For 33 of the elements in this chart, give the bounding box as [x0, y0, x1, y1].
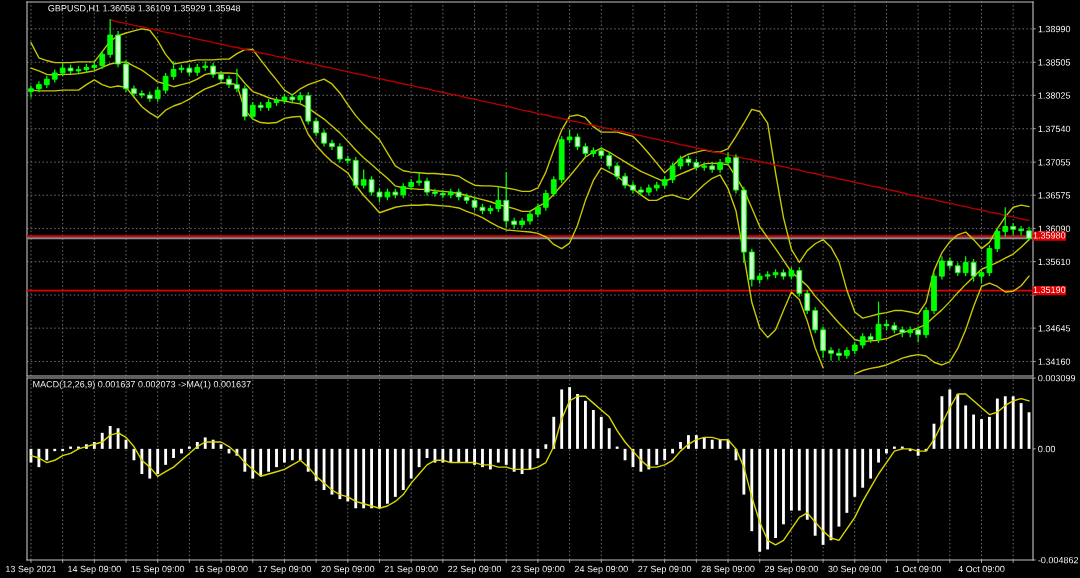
x-tick-label: 27 Sep 09:00 [638, 565, 692, 574]
y-tick-label: 1.37540 [1038, 125, 1071, 133]
x-tick-label: 20 Sep 09:00 [321, 565, 375, 574]
x-tick-label: 23 Sep 09:00 [511, 565, 565, 574]
y-tick-label: 1.34645 [1038, 325, 1071, 332]
chart-title: MACD(12,26,9) 0.001637 0.002073 ->MA(1) 0.001637 [33, 380, 251, 390]
x-tick-label: 21 Sep 09:00 [384, 565, 438, 574]
y-tick-label: 1.37055 [1038, 159, 1071, 166]
x-tick-label: 24 Sep 09:00 [574, 565, 628, 574]
y-tick-label: 0.00 [1038, 445, 1056, 453]
y-tick-label: 1.36090 [1038, 225, 1071, 232]
ref-line-label: 1.35980 [1033, 232, 1066, 239]
y-tick-label: -0.004862 [1038, 556, 1079, 564]
y-tick-label: 1.36575 [1038, 192, 1071, 199]
y-tick-label: 1.38505 [1038, 59, 1071, 66]
x-tick-label: 4 Oct 09:00 [958, 565, 1005, 573]
y-tick-label: 1.38990 [1038, 25, 1071, 33]
x-tick-label: 22 Sep 09:00 [448, 565, 502, 574]
y-tick-label: 1.38025 [1038, 92, 1071, 99]
x-tick-label: 15 Sep 09:00 [131, 565, 185, 574]
x-tick-label: 29 Sep 09:00 [765, 565, 818, 574]
y-tick-label: 1.35610 [1038, 258, 1071, 266]
x-tick-label: 1 Oct 09:00 [895, 565, 942, 573]
x-tick-label: 16 Sep 09:00 [194, 565, 248, 574]
y-tick-label: 1.34160 [1038, 358, 1071, 365]
x-tick-label: 17 Sep 09:00 [258, 565, 311, 574]
x-tick-label: 14 Sep 09:00 [68, 565, 121, 574]
x-tick-label: 13 Sep 2021 [6, 565, 57, 574]
y-tick-label: 0.003099 [1038, 374, 1076, 382]
ref-line-label: 1.35190 [1033, 286, 1066, 294]
x-tick-label: 30 Sep 09:00 [828, 565, 882, 574]
chart-title: GBPUSD,H1 1.36058 1.36109 1.35929 1.35948 [48, 5, 241, 13]
x-tick-label: 28 Sep 09:00 [701, 565, 755, 574]
